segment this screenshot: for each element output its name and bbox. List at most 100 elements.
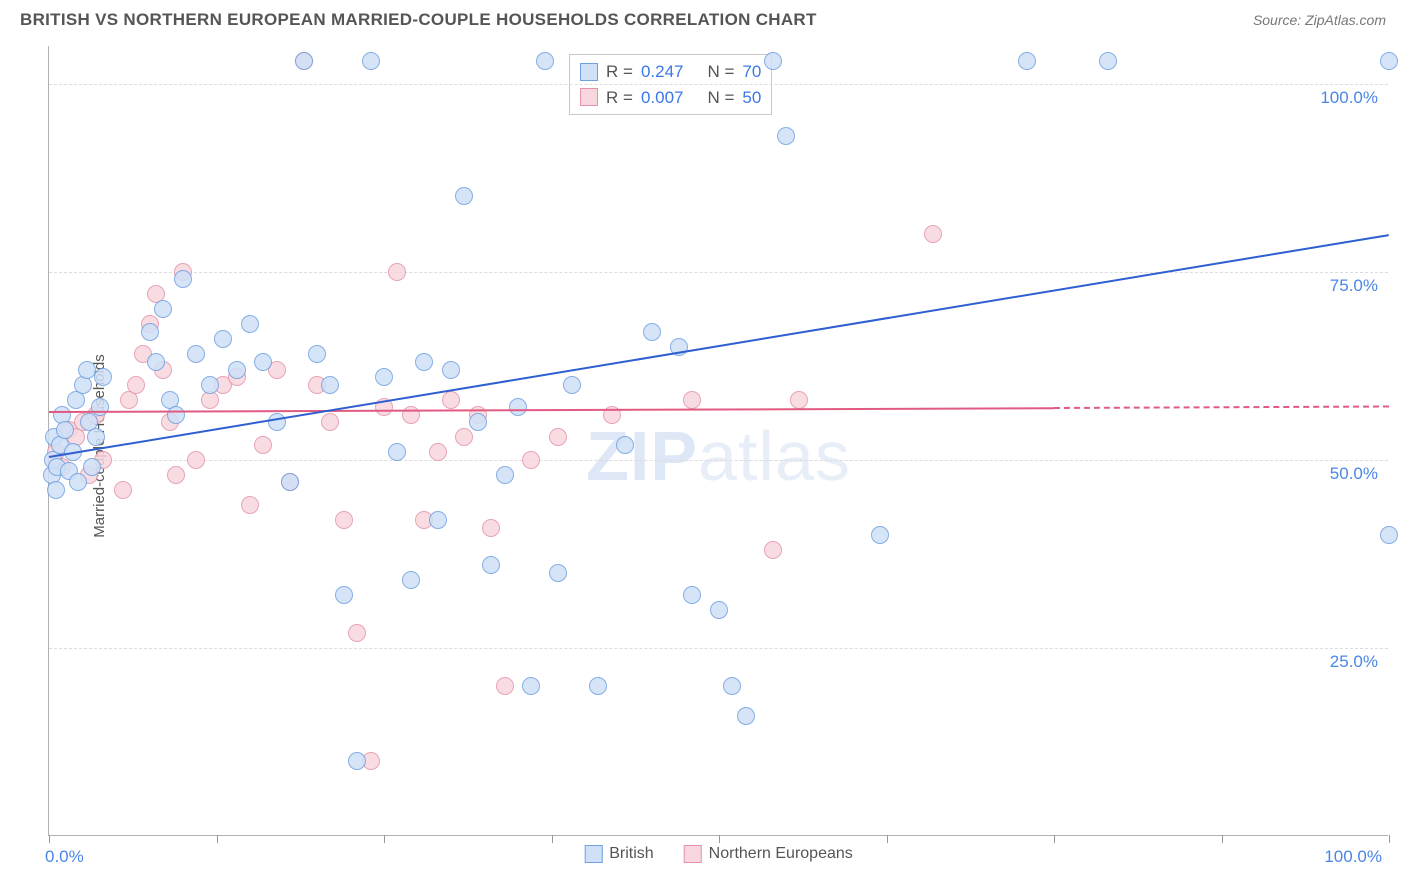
data-point-british [91, 398, 109, 416]
data-point-british [643, 323, 661, 341]
r-label: R = [606, 59, 633, 85]
data-point-british [201, 376, 219, 394]
r-value-northern: 0.007 [641, 85, 684, 111]
data-point-british [777, 127, 795, 145]
x-tick-mark [217, 835, 218, 843]
data-point-british [187, 345, 205, 363]
data-point-british [83, 458, 101, 476]
data-point-british [1380, 52, 1398, 70]
data-point-northern [335, 511, 353, 529]
data-point-british [509, 398, 527, 416]
trendline [49, 234, 1389, 458]
data-point-british [375, 368, 393, 386]
data-point-british [147, 353, 165, 371]
swatch-northern [580, 88, 598, 106]
x-max-label: 100.0% [1324, 847, 1382, 867]
data-point-british [683, 586, 701, 604]
legend-label-british: British [609, 845, 653, 863]
data-point-northern [683, 391, 701, 409]
data-point-british [536, 52, 554, 70]
data-point-british [94, 368, 112, 386]
data-point-british [321, 376, 339, 394]
data-point-british [1018, 52, 1036, 70]
x-tick-mark [719, 835, 720, 843]
n-value-british: 70 [742, 59, 761, 85]
data-point-british [388, 443, 406, 461]
chart-source: Source: ZipAtlas.com [1253, 12, 1386, 28]
data-point-northern [429, 443, 447, 461]
gridline-h [49, 460, 1388, 461]
x-tick-mark [552, 835, 553, 843]
chart-title: BRITISH VS NORTHERN EUROPEAN MARRIED-COU… [20, 10, 817, 30]
data-point-northern [764, 541, 782, 559]
data-point-british [710, 601, 728, 619]
n-value-northern: 50 [742, 85, 761, 111]
data-point-northern [388, 263, 406, 281]
data-point-british [228, 361, 246, 379]
x-tick-mark [887, 835, 888, 843]
data-point-northern [114, 481, 132, 499]
r-value-british: 0.247 [641, 59, 684, 85]
swatch-british [580, 63, 598, 81]
scatter-plot-area: ZIPatlas R = 0.247 N = 70 R = 0.007 N = … [48, 46, 1388, 836]
data-point-northern [348, 624, 366, 642]
data-point-british [87, 428, 105, 446]
data-point-british [348, 752, 366, 770]
data-point-british [308, 345, 326, 363]
data-point-northern [187, 451, 205, 469]
data-point-british [496, 466, 514, 484]
y-tick-label: 100.0% [1320, 88, 1378, 108]
data-point-british [268, 413, 286, 431]
swatch-british-icon [584, 845, 602, 863]
data-point-british [429, 511, 447, 529]
data-point-northern [549, 428, 567, 446]
data-point-british [295, 52, 313, 70]
n-label: N = [707, 59, 734, 85]
data-point-british [442, 361, 460, 379]
data-point-british [723, 677, 741, 695]
n-label: N = [707, 85, 734, 111]
data-point-northern [127, 376, 145, 394]
x-tick-mark [1389, 835, 1390, 843]
data-point-british [281, 473, 299, 491]
x-tick-mark [49, 835, 50, 843]
data-point-northern [321, 413, 339, 431]
data-point-northern [496, 677, 514, 695]
stats-row-british: R = 0.247 N = 70 [580, 59, 761, 85]
legend-label-northern: Northern Europeans [709, 845, 853, 863]
data-point-british [56, 421, 74, 439]
data-point-british [455, 187, 473, 205]
y-tick-label: 25.0% [1330, 652, 1378, 672]
data-point-british [1099, 52, 1117, 70]
data-point-british [871, 526, 889, 544]
data-point-northern [167, 466, 185, 484]
data-point-northern [241, 496, 259, 514]
gridline-h [49, 84, 1388, 85]
data-point-british [1380, 526, 1398, 544]
chart-header: BRITISH VS NORTHERN EUROPEAN MARRIED-COU… [0, 0, 1406, 36]
data-point-british [254, 353, 272, 371]
data-point-british [563, 376, 581, 394]
data-point-british [482, 556, 500, 574]
data-point-british [415, 353, 433, 371]
gridline-h [49, 648, 1388, 649]
x-min-label: 0.0% [45, 847, 84, 867]
data-point-british [335, 586, 353, 604]
data-point-british [154, 300, 172, 318]
watermark: ZIPatlas [586, 416, 851, 496]
data-point-northern [402, 406, 420, 424]
data-point-british [241, 315, 259, 333]
y-tick-label: 75.0% [1330, 276, 1378, 296]
legend-item-british: British [584, 845, 653, 863]
data-point-british [74, 376, 92, 394]
data-point-british [764, 52, 782, 70]
trendline [49, 407, 1054, 413]
swatch-northern-icon [684, 845, 702, 863]
data-point-british [362, 52, 380, 70]
bottom-legend: British Northern Europeans [584, 845, 853, 863]
data-point-northern [924, 225, 942, 243]
data-point-british [469, 413, 487, 431]
data-point-british [141, 323, 159, 341]
data-point-northern [522, 451, 540, 469]
gridline-h [49, 272, 1388, 273]
